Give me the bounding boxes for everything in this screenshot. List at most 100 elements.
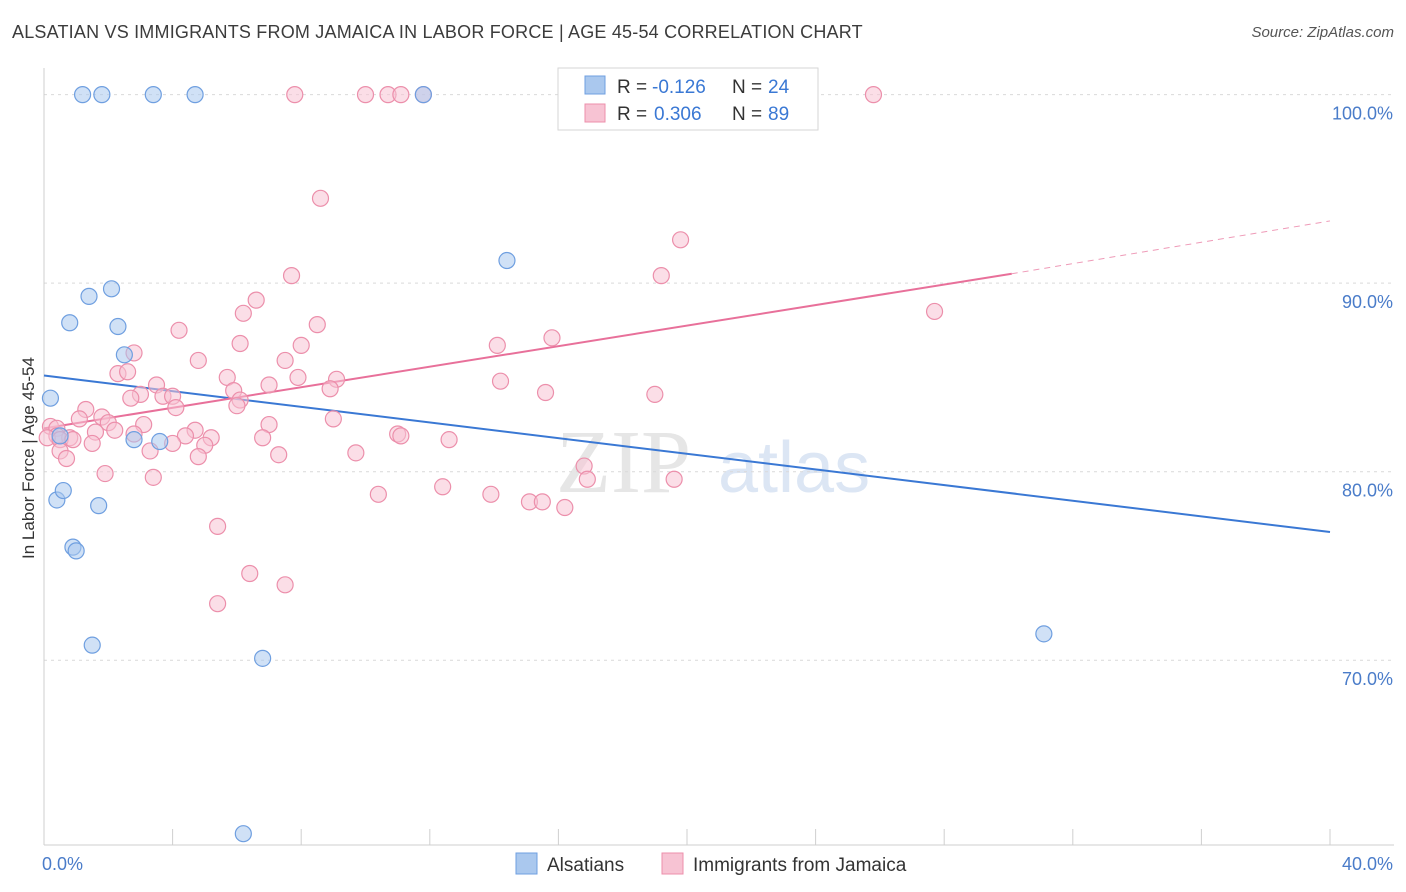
alsatians-point	[125, 431, 143, 449]
jamaica-point	[289, 368, 307, 387]
alsatians-point	[234, 825, 252, 843]
stats-r-label-jamaica: R =	[617, 104, 647, 125]
jamaica-point	[83, 434, 101, 453]
jamaica-point	[356, 86, 375, 104]
jamaica-point	[276, 576, 294, 594]
jamaica-point	[646, 385, 664, 403]
y-axis-title: In Labor Force | Age 45-54	[19, 357, 38, 559]
alsatians-point	[144, 86, 162, 104]
data-points	[38, 86, 1053, 843]
jamaica-point	[106, 421, 124, 439]
jamaica-point	[96, 464, 114, 483]
jamaica-point	[925, 302, 944, 321]
jamaica-point	[231, 334, 249, 353]
alsatians-point	[51, 427, 69, 445]
jamaica-point	[482, 485, 500, 503]
alsatians-point	[90, 497, 108, 515]
alsatians-point	[115, 346, 133, 364]
stats-r-label-alsatians: R =	[617, 77, 647, 98]
source-credit: Source: ZipAtlas.com	[1251, 24, 1394, 41]
jamaica-point	[543, 329, 561, 347]
jamaica-point	[170, 321, 188, 339]
stats-n-value-alsatians: 24	[768, 77, 790, 98]
trend-lines	[43, 220, 1331, 534]
y-tick-label: 100.0%	[1332, 104, 1393, 124]
x-tick-label: 40.0%	[1342, 854, 1393, 874]
jamaica-point	[434, 478, 452, 496]
jamaica-point	[260, 376, 278, 394]
jamaica-point	[282, 267, 301, 285]
jamaica-point	[176, 427, 195, 445]
tick-labels: 70.0% 80.0% 90.0% 100.0% 0.0% 40.0%	[42, 104, 1393, 874]
jamaica-point	[189, 351, 207, 370]
jamaica-point	[247, 291, 265, 309]
jamaica-point	[671, 231, 690, 249]
alsatians-point	[1035, 625, 1053, 643]
jamaica-point	[665, 470, 683, 488]
alsatians-point	[54, 481, 72, 500]
jamaica-point	[118, 363, 137, 381]
alsatians-point	[186, 86, 204, 104]
legend-swatch-alsatians[interactable]	[515, 852, 538, 875]
watermark-atlas: atlas	[718, 428, 870, 508]
stats-n-label-alsatians: N =	[732, 77, 762, 98]
jamaica-point	[864, 86, 883, 104]
jamaica-point	[392, 86, 410, 104]
jamaica-point	[321, 380, 339, 398]
legend: Alsatians Immigrants from Jamaica	[515, 852, 907, 876]
jamaica-point	[276, 351, 294, 370]
jamaica-point	[70, 410, 88, 428]
jamaica-point	[241, 564, 259, 583]
jamaica-point	[491, 372, 510, 390]
jamaica-point	[556, 498, 574, 517]
alsatians-point	[102, 280, 121, 298]
jamaica-point	[536, 383, 555, 402]
jamaica-point	[488, 336, 506, 354]
jamaica-point	[209, 517, 227, 535]
jamaica-point	[254, 429, 272, 447]
alsatians-point	[73, 86, 92, 104]
chart-title: ALSATIAN VS IMMIGRANTS FROM JAMAICA IN L…	[12, 22, 863, 42]
jamaica-point	[369, 485, 387, 503]
jamaica-point	[292, 336, 310, 354]
jamaica-point	[57, 449, 76, 468]
alsatians-point	[67, 542, 85, 560]
jamaica-point	[270, 446, 288, 464]
alsatians-point	[254, 649, 272, 667]
axes	[43, 68, 1394, 846]
jamaica-point	[286, 86, 304, 104]
jamaica-point	[440, 431, 458, 449]
stats-box: R = -0.126 N = 24 R = 0.306 N = 89	[557, 67, 819, 131]
alsatians-point	[109, 317, 127, 336]
alsatians-point	[414, 86, 432, 104]
legend-swatch-jamaica[interactable]	[661, 852, 684, 875]
y-tick-label: 90.0%	[1342, 292, 1393, 312]
jamaica-point	[533, 493, 551, 511]
x-tick-label: 0.0%	[42, 854, 83, 874]
jamaica-point	[234, 304, 252, 322]
jamaica-point	[578, 470, 596, 488]
stats-n-value-jamaica: 89	[768, 104, 789, 125]
trend-line-extension-1	[1011, 220, 1331, 275]
alsatians-point	[83, 636, 101, 654]
jamaica-point	[209, 595, 227, 613]
jamaica-point	[311, 189, 330, 207]
alsatians-point	[80, 287, 98, 305]
jamaica-point	[144, 468, 162, 486]
stats-r-value-jamaica: 0.306	[654, 104, 702, 125]
y-tick-label: 70.0%	[1342, 669, 1393, 689]
jamaica-point	[122, 389, 140, 407]
jamaica-point	[189, 448, 207, 466]
jamaica-point	[652, 267, 670, 285]
alsatians-point	[41, 389, 60, 407]
jamaica-point	[347, 444, 365, 462]
alsatians-point	[151, 432, 169, 451]
jamaica-point	[324, 410, 342, 428]
watermark-zip: ZIP	[556, 413, 691, 512]
jamaica-point	[167, 398, 185, 417]
legend-label-alsatians[interactable]: Alsatians	[547, 855, 624, 876]
legend-label-jamaica[interactable]: Immigrants from Jamaica	[693, 855, 907, 876]
alsatians-point	[61, 314, 79, 332]
jamaica-point	[392, 427, 410, 445]
